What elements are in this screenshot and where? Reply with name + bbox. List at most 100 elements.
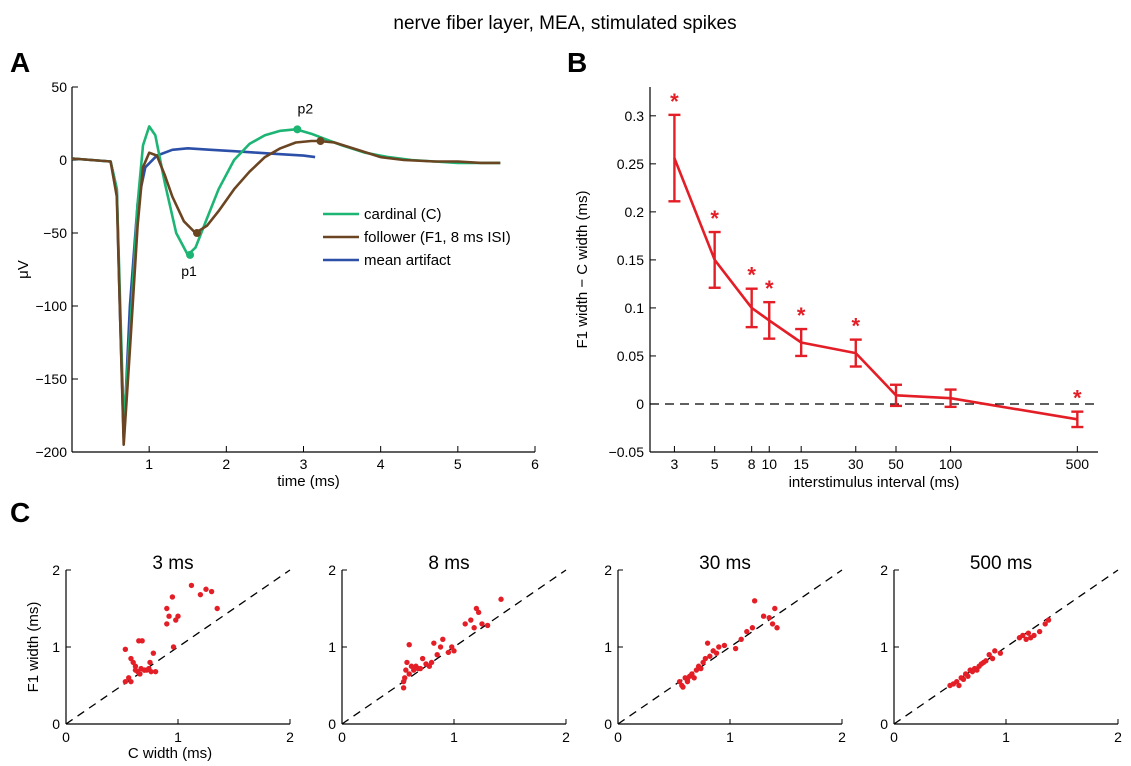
- c-x-tick-label: 0: [614, 729, 622, 745]
- panel-label-b: B: [567, 47, 587, 78]
- c-scatter-point: [148, 668, 154, 675]
- c-y-tick-label: 2: [328, 562, 336, 578]
- b-significance-star: *: [670, 89, 679, 114]
- panel-c-scatter-8ms: 0 1 2 0 1 2 8 ms: [328, 553, 570, 745]
- c-scatter-point: [404, 659, 410, 666]
- c-scatter-point: [772, 605, 778, 612]
- c-scatter-title: 8 ms: [428, 553, 469, 574]
- c-scatter-point: [137, 671, 143, 677]
- a-series-line: [71, 125, 501, 425]
- c-y-tick-label: 0: [604, 716, 612, 732]
- c-scatter-point: [164, 605, 170, 612]
- a-y-tick-label: −150: [35, 371, 67, 387]
- c-y-tick-label: 2: [604, 562, 612, 578]
- c-x-tick-label: 1: [450, 729, 458, 745]
- c-scatter-point: [122, 646, 129, 653]
- b-x-axis-title: interstimulus interval (ms): [789, 474, 960, 491]
- c-scatter-point: [713, 650, 720, 656]
- a-peak-marker: [186, 250, 195, 259]
- c-scatter-point: [716, 644, 722, 650]
- c-scatter-point: [415, 665, 421, 672]
- c-scatter-point: [698, 665, 704, 672]
- c-scatter-point: [956, 682, 962, 689]
- c-scatter-point: [403, 667, 409, 673]
- c-y-tick-label: 0: [52, 716, 60, 732]
- c-scatter-point: [1045, 617, 1052, 623]
- c-x-axis-title: C width (ms): [128, 745, 212, 762]
- panel-a-waveforms: −200 −150 −100 −50 0 50 1 2 3 4 5 6 time (ms) μV p1 p2 c…: [15, 79, 539, 490]
- a-y-tick-label: 0: [59, 152, 67, 168]
- a-legend-label: follower (F1, 8 ms ISI): [364, 229, 511, 246]
- c-scatter-point: [175, 613, 181, 619]
- c-x-tick-label: 1: [1002, 729, 1010, 745]
- c-x-tick-label: 0: [62, 729, 70, 745]
- c-identity-line: [617, 569, 843, 725]
- c-scatter-point: [132, 663, 139, 669]
- c-scatter-point: [986, 652, 992, 658]
- c-scatter-point: [1020, 632, 1026, 639]
- a-x-axis-title: time (ms): [277, 473, 340, 490]
- c-scatter-point: [147, 659, 153, 666]
- panel-c-scatter-30ms: 0 1 2 0 1 2 30 ms: [604, 553, 846, 745]
- a-x-tick-label: 2: [222, 456, 230, 472]
- c-scatter-point: [141, 667, 148, 673]
- a-legend-label: cardinal (C): [364, 206, 442, 223]
- a-x-tick-label: 4: [377, 456, 385, 472]
- b-significance-star: *: [747, 263, 756, 288]
- b-significance-star: *: [765, 276, 774, 301]
- c-y-tick-label: 2: [52, 562, 60, 578]
- b-y-tick-label: 0.3: [625, 108, 645, 124]
- c-y-tick-label: 1: [52, 639, 60, 655]
- panel-c-scatter-3ms: 0 1 2 0 1 2 3 ms C width (ms) F1 width (ms): [25, 553, 294, 762]
- panel-b-width-difference: −0.05 0 0.05 0.1 0.15 0.2 0.25 0.3 3 5 8 10 15 30 50 10…: [574, 87, 1098, 491]
- c-scatter-point: [437, 644, 444, 650]
- c-scatter-point: [166, 613, 172, 619]
- c-scatter-point: [983, 658, 989, 664]
- c-scatter-point: [462, 621, 468, 627]
- c-scatter-point: [451, 648, 457, 654]
- b-x-tick-label: 8: [748, 456, 756, 472]
- panel-label-a: A: [10, 47, 30, 78]
- c-scatter-point: [203, 586, 209, 592]
- c-scatter-point: [721, 642, 728, 649]
- c-scatter-point: [1031, 632, 1037, 639]
- b-x-tick-label: 10: [761, 456, 777, 472]
- c-scatter-point: [732, 645, 739, 652]
- c-scatter-point: [197, 591, 204, 598]
- c-scatter-point: [214, 605, 220, 612]
- b-x-tick-label: 500: [1066, 456, 1090, 472]
- c-scatter-point: [684, 677, 691, 683]
- c-scatter-title: 30 ms: [699, 553, 751, 574]
- b-x-tick-label: 50: [888, 456, 904, 472]
- c-x-tick-label: 2: [1114, 729, 1122, 745]
- c-scatter-point: [1023, 636, 1029, 642]
- a-series-line: [71, 139, 501, 446]
- c-y-tick-label: 1: [604, 639, 612, 655]
- c-x-tick-label: 2: [838, 729, 846, 745]
- a-y-tick-label: 50: [51, 79, 67, 95]
- c-x-tick-label: 2: [562, 729, 570, 745]
- c-y-tick-label: 1: [328, 639, 336, 655]
- c-scatter-point: [992, 648, 998, 654]
- a-peak-marker: [193, 229, 202, 237]
- c-scatter-point: [1025, 630, 1032, 636]
- b-y-axis-title: F1 width − C width (ms): [574, 191, 591, 349]
- c-scatter-point: [445, 649, 452, 656]
- c-scatter-point: [400, 685, 407, 691]
- b-x-tick-label: 15: [793, 456, 809, 472]
- c-scatter-point: [428, 659, 435, 666]
- a-peak-marker: [293, 125, 302, 134]
- b-series-line: [673, 157, 1078, 421]
- c-scatter-point: [188, 582, 195, 589]
- a-peak-label: p1: [181, 263, 197, 279]
- c-scatter-point: [774, 625, 780, 631]
- c-scatter-point: [680, 684, 686, 690]
- b-x-tick-label: 3: [671, 456, 679, 472]
- c-x-tick-label: 1: [726, 729, 734, 745]
- b-y-tick-label: 0: [636, 396, 644, 412]
- c-identity-line: [65, 569, 291, 725]
- b-significance-star: *: [710, 206, 719, 231]
- c-scatter-point: [769, 621, 776, 627]
- a-x-tick-label: 5: [454, 456, 462, 472]
